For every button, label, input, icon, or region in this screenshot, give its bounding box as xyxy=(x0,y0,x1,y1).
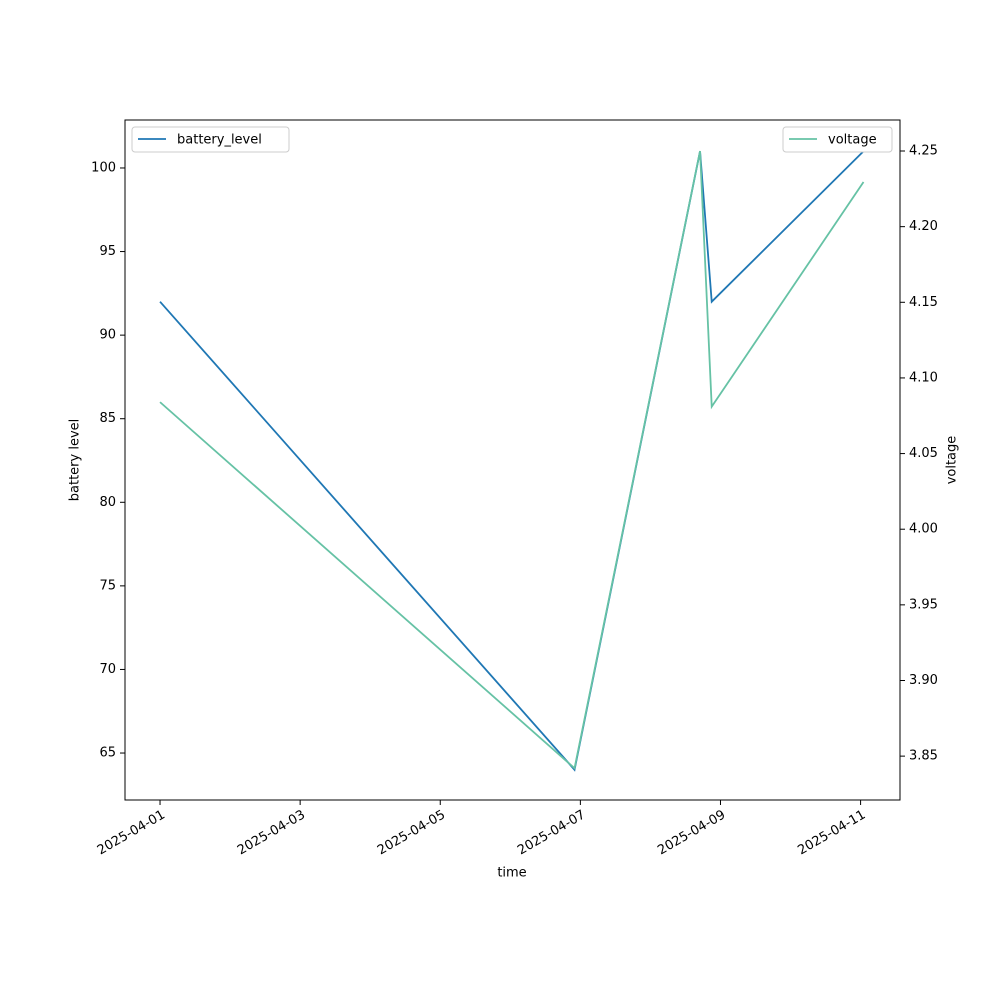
y-tick-label: 65 xyxy=(99,746,116,761)
y-tick-label: 90 xyxy=(99,328,116,343)
x-tick-label: 2025-04-03 xyxy=(235,808,308,859)
y-axis-label: battery level xyxy=(68,419,83,502)
x-tick-label: 2025-04-01 xyxy=(95,808,168,859)
legend-box xyxy=(782,126,893,153)
x-tick-label: 2025-04-11 xyxy=(795,808,868,859)
y-tick-label: 95 xyxy=(99,244,116,259)
x-tick-label: 2025-04-05 xyxy=(375,808,448,859)
y2-tick-label: 4.25 xyxy=(909,144,938,159)
series-line xyxy=(159,150,865,772)
x-axis-label: time xyxy=(497,866,526,881)
series-line xyxy=(159,150,865,770)
y-tick-label: 85 xyxy=(99,411,116,426)
y2-tick-label: 3.90 xyxy=(909,673,938,688)
x-tick-label: 2025-04-09 xyxy=(655,808,728,859)
y2-tick-label: 4.10 xyxy=(909,370,938,385)
y2-tick-label: 4.05 xyxy=(909,446,938,461)
y2-tick-label: 3.85 xyxy=(909,749,938,764)
y2-tick-label: 4.00 xyxy=(909,522,938,537)
y2-tick-label: 4.20 xyxy=(909,219,938,234)
y-tick-label: 75 xyxy=(99,578,116,593)
plot-frame xyxy=(124,119,901,801)
legend-label: battery_level xyxy=(177,133,262,148)
y2-axis-label: voltage xyxy=(945,436,960,485)
x-tick-label: 2025-04-07 xyxy=(515,808,588,859)
y-tick-label: 100 xyxy=(91,160,116,175)
y-tick-label: 80 xyxy=(99,495,116,510)
legend-label: voltage xyxy=(828,133,877,148)
legend-box xyxy=(131,126,290,153)
y2-tick-label: 4.15 xyxy=(909,295,938,310)
y-tick-label: 70 xyxy=(99,662,116,677)
y2-tick-label: 3.95 xyxy=(909,597,938,612)
